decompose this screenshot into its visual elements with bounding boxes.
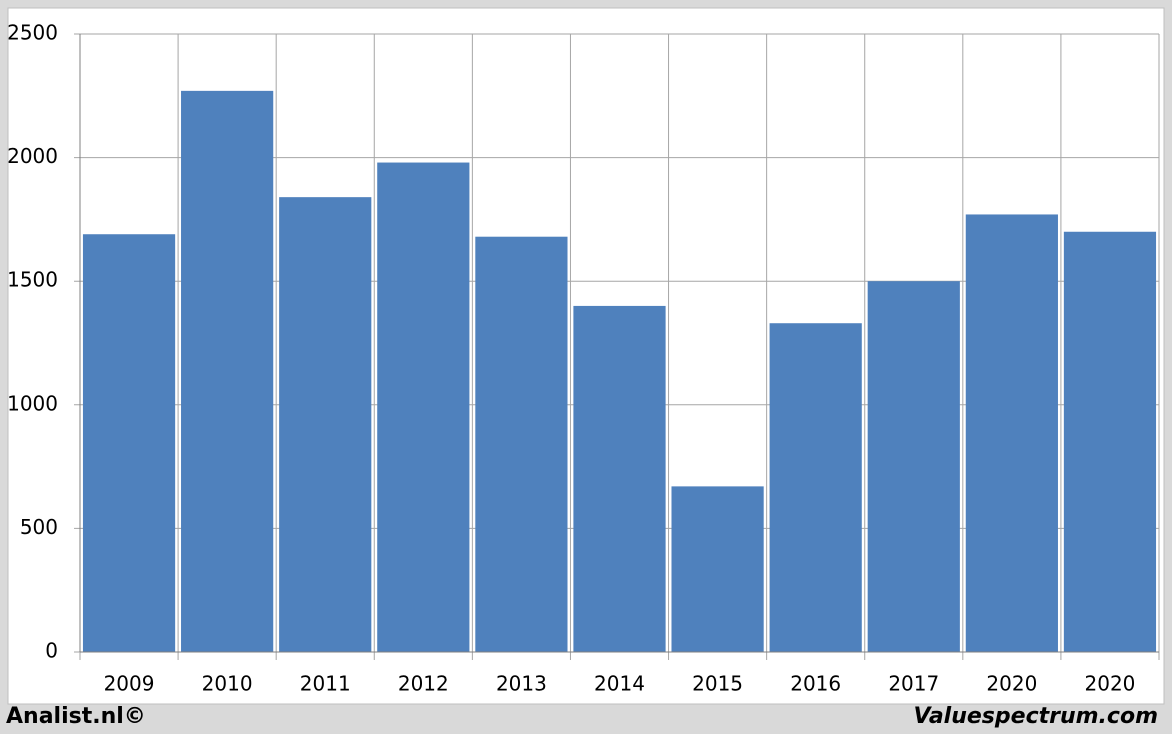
x-tick-label: 2011 [300, 672, 351, 696]
bar [671, 486, 764, 652]
bar [965, 214, 1058, 652]
y-tick-label: 500 [20, 515, 58, 539]
bar [573, 305, 666, 652]
x-tick-label: 2014 [594, 672, 645, 696]
bar [377, 162, 470, 652]
bar [867, 281, 960, 652]
x-tick-label: 2013 [496, 672, 547, 696]
x-tick-label: 2009 [104, 672, 155, 696]
footer-left: Analist.nl© [6, 704, 146, 729]
x-tick-label: 2020 [1085, 672, 1136, 696]
x-tick-label: 2016 [790, 672, 841, 696]
y-tick-label: 1000 [7, 391, 58, 415]
footer-right: Valuespectrum.com [914, 704, 1158, 729]
x-tick-label: 2010 [202, 672, 253, 696]
bar [1063, 231, 1157, 652]
bar [82, 234, 176, 652]
y-tick-label: 0 [45, 639, 58, 663]
x-tick-label: 2020 [986, 672, 1037, 696]
y-tick-label: 1500 [7, 268, 58, 292]
bar [181, 90, 274, 652]
y-tick-label: 2000 [7, 144, 58, 168]
bar [279, 197, 372, 653]
bar [475, 236, 568, 653]
y-tick-label: 2500 [7, 21, 58, 45]
x-tick-label: 2012 [398, 672, 449, 696]
x-tick-label: 2015 [692, 672, 743, 696]
bar [769, 323, 862, 652]
x-tick-label: 2017 [888, 672, 939, 696]
